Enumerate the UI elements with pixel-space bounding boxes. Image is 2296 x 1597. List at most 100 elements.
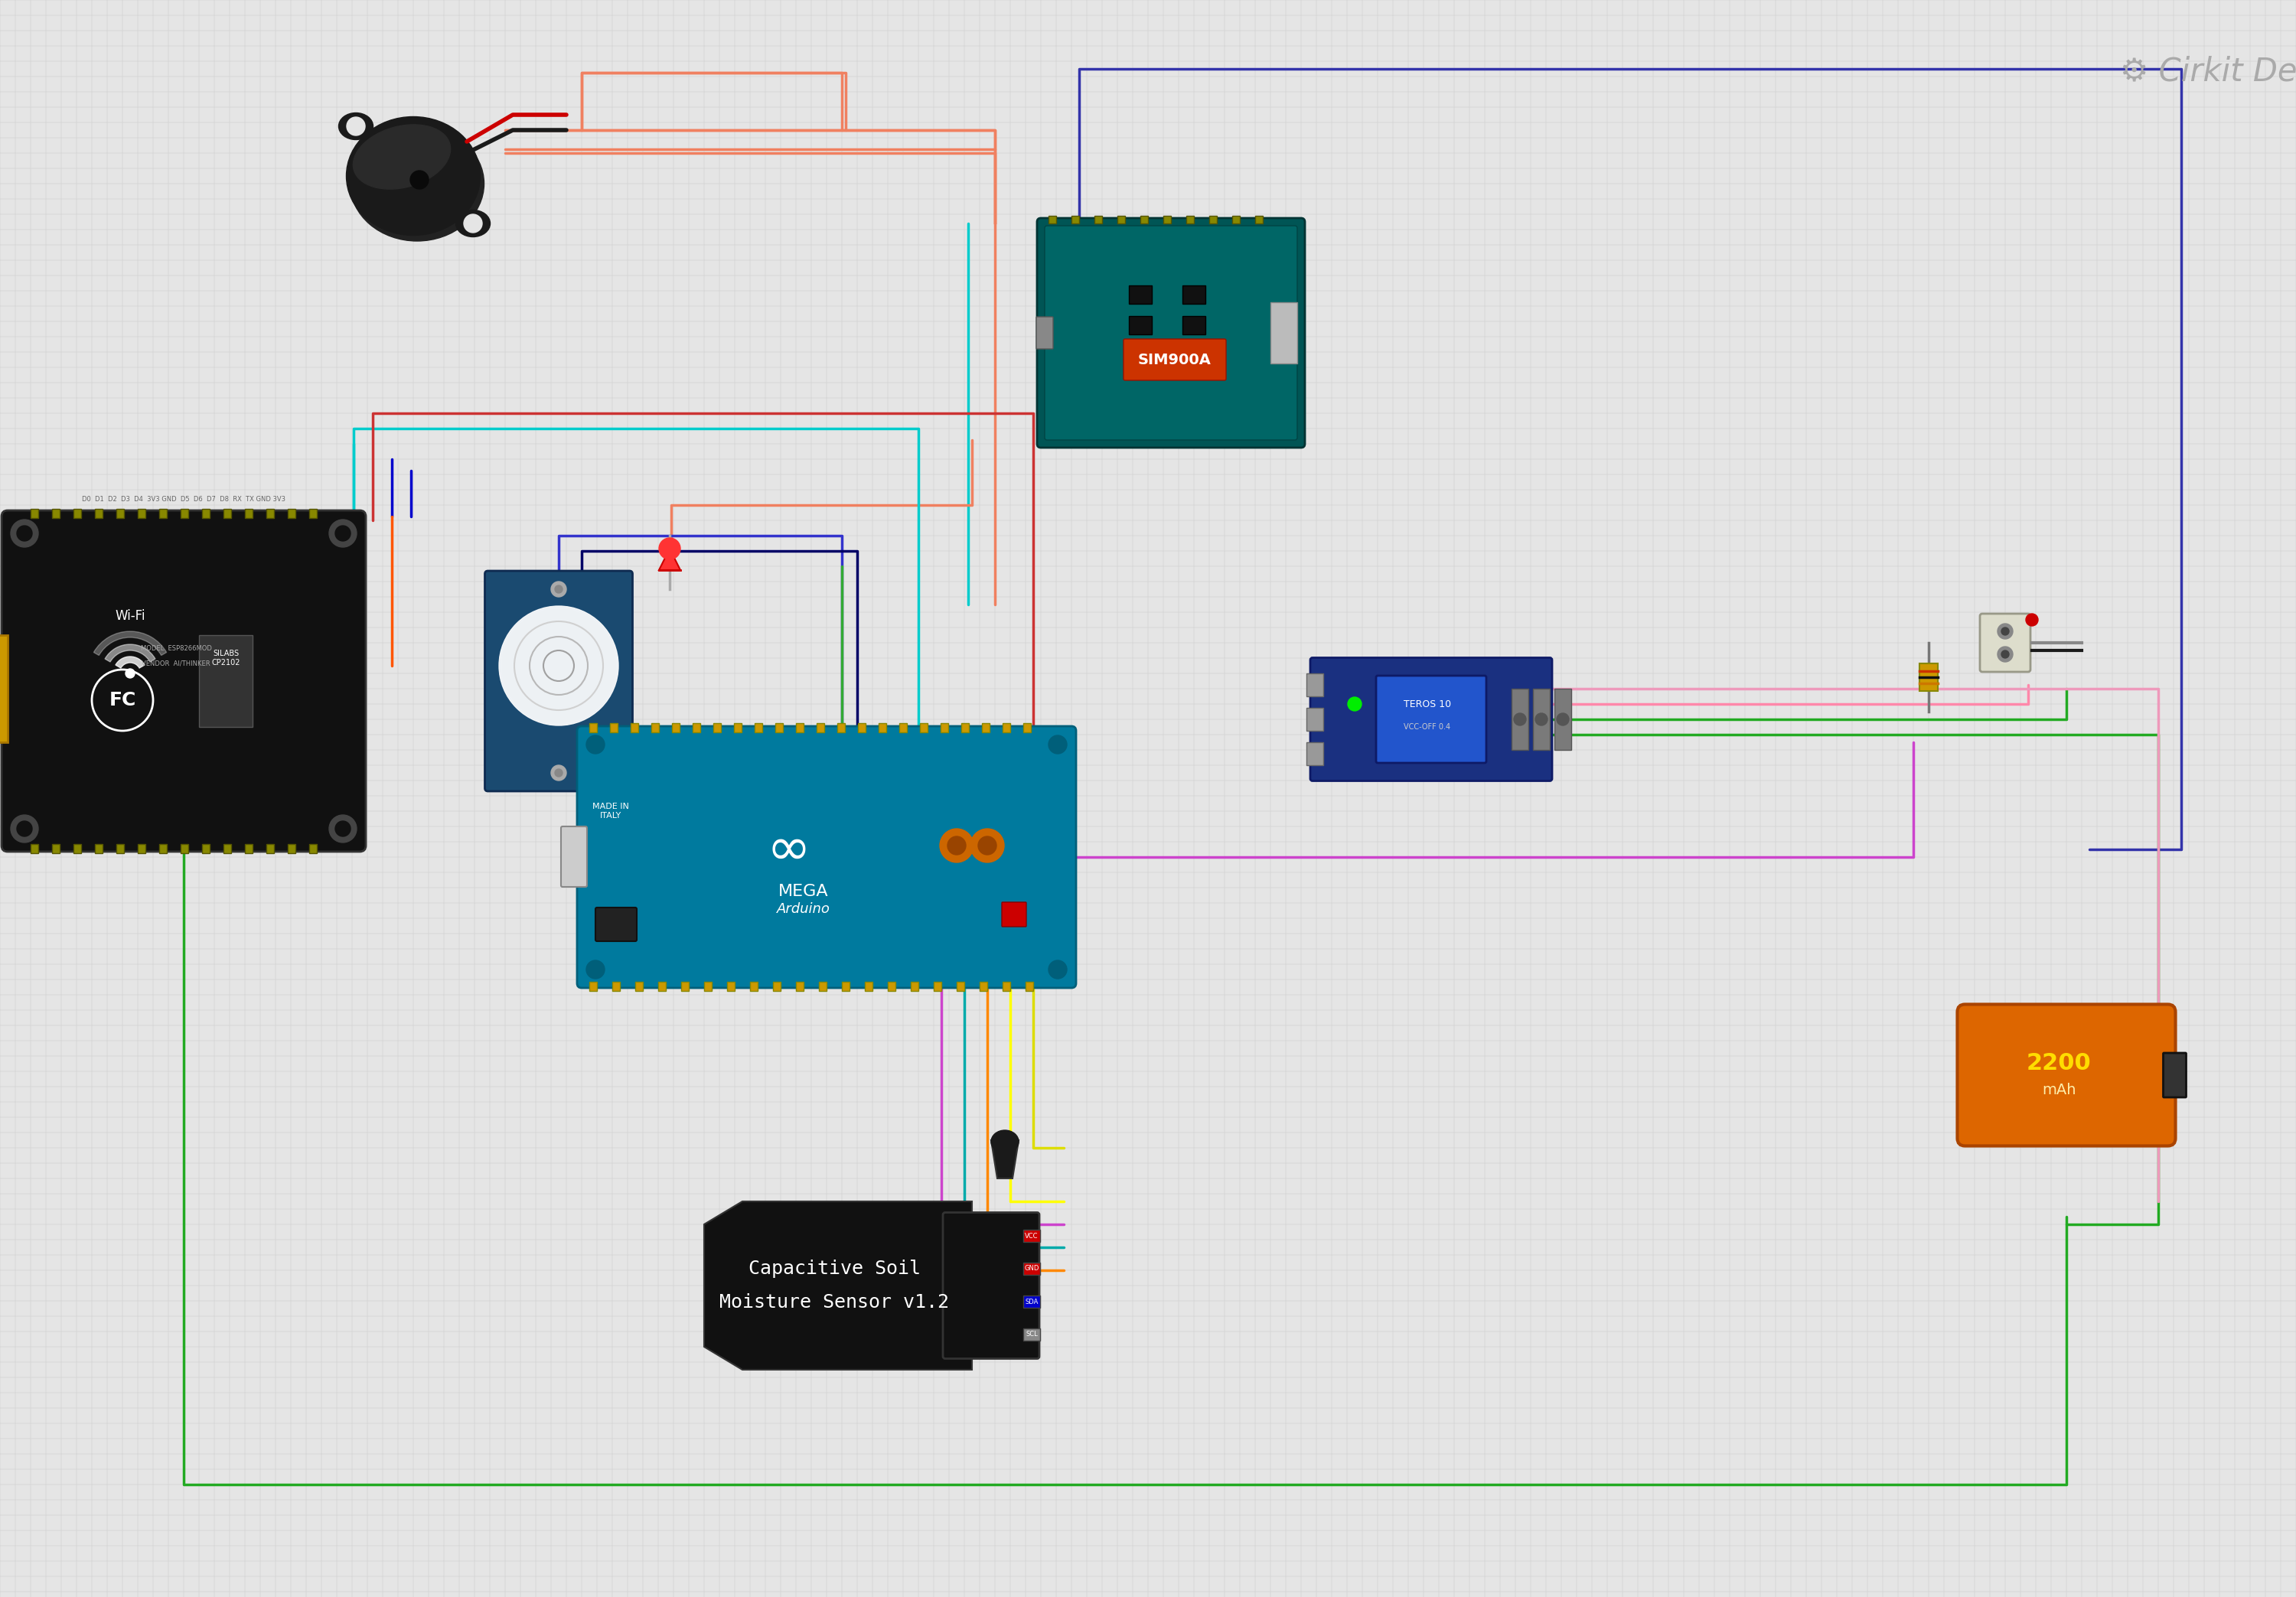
- Text: VCC: VCC: [1024, 1233, 1038, 1239]
- Circle shape: [551, 581, 567, 597]
- Ellipse shape: [347, 117, 480, 235]
- FancyBboxPatch shape: [921, 723, 928, 733]
- FancyBboxPatch shape: [53, 509, 60, 517]
- Circle shape: [328, 814, 356, 843]
- FancyBboxPatch shape: [1130, 316, 1153, 334]
- FancyBboxPatch shape: [652, 723, 659, 733]
- FancyBboxPatch shape: [1095, 216, 1102, 224]
- Polygon shape: [659, 549, 680, 570]
- Text: ⚙ Cirkit Designer: ⚙ Cirkit Designer: [2119, 56, 2296, 88]
- Wedge shape: [106, 644, 156, 661]
- FancyBboxPatch shape: [1130, 286, 1153, 303]
- FancyBboxPatch shape: [636, 982, 643, 992]
- FancyBboxPatch shape: [53, 845, 60, 853]
- Circle shape: [411, 171, 429, 188]
- FancyBboxPatch shape: [1534, 688, 1550, 751]
- FancyBboxPatch shape: [287, 509, 296, 517]
- FancyBboxPatch shape: [941, 723, 948, 733]
- FancyBboxPatch shape: [30, 509, 39, 517]
- Circle shape: [11, 814, 39, 843]
- FancyBboxPatch shape: [484, 570, 631, 791]
- Wedge shape: [115, 656, 145, 668]
- FancyBboxPatch shape: [983, 723, 990, 733]
- FancyBboxPatch shape: [659, 982, 666, 992]
- Text: TEROS 10: TEROS 10: [1403, 699, 1451, 709]
- Polygon shape: [705, 1201, 971, 1370]
- Ellipse shape: [340, 113, 372, 139]
- FancyBboxPatch shape: [774, 982, 781, 992]
- FancyBboxPatch shape: [682, 982, 689, 992]
- FancyBboxPatch shape: [1024, 1329, 1040, 1340]
- Circle shape: [498, 605, 618, 725]
- FancyBboxPatch shape: [1311, 658, 1552, 781]
- Text: SILABS
CP2102: SILABS CP2102: [211, 650, 241, 666]
- FancyBboxPatch shape: [560, 826, 588, 886]
- FancyBboxPatch shape: [797, 723, 804, 733]
- FancyBboxPatch shape: [590, 723, 597, 733]
- Text: VENDOR  AI/THINKER: VENDOR AI/THINKER: [142, 661, 211, 668]
- Text: Capacitive Soil: Capacitive Soil: [748, 1260, 921, 1278]
- FancyBboxPatch shape: [1306, 743, 1322, 765]
- FancyBboxPatch shape: [117, 509, 124, 517]
- FancyBboxPatch shape: [266, 509, 273, 517]
- FancyBboxPatch shape: [202, 509, 209, 517]
- FancyBboxPatch shape: [73, 509, 80, 517]
- Circle shape: [464, 214, 482, 233]
- Circle shape: [939, 829, 974, 862]
- Circle shape: [501, 607, 618, 723]
- FancyBboxPatch shape: [728, 982, 735, 992]
- FancyBboxPatch shape: [246, 509, 253, 517]
- FancyBboxPatch shape: [693, 723, 700, 733]
- Polygon shape: [0, 636, 7, 743]
- Circle shape: [347, 117, 365, 136]
- FancyBboxPatch shape: [1141, 216, 1148, 224]
- FancyBboxPatch shape: [900, 723, 907, 733]
- Text: mAh: mAh: [2041, 1083, 2076, 1097]
- FancyBboxPatch shape: [879, 723, 886, 733]
- FancyBboxPatch shape: [751, 982, 758, 992]
- FancyBboxPatch shape: [705, 982, 712, 992]
- Text: D0  D1  D2  D3  D4  3V3 GND  D5  D6  D7  D8  RX  TX GND 3V3: D0 D1 D2 D3 D4 3V3 GND D5 D6 D7 D8 RX TX…: [83, 495, 285, 503]
- Circle shape: [1348, 698, 1362, 711]
- FancyBboxPatch shape: [1038, 219, 1304, 447]
- Text: SDA: SDA: [1024, 1298, 1038, 1305]
- FancyBboxPatch shape: [631, 723, 638, 733]
- FancyBboxPatch shape: [202, 845, 209, 853]
- Ellipse shape: [992, 1131, 1019, 1153]
- Circle shape: [328, 519, 356, 548]
- FancyBboxPatch shape: [246, 845, 253, 853]
- Circle shape: [1998, 647, 2014, 661]
- FancyBboxPatch shape: [310, 509, 317, 517]
- FancyBboxPatch shape: [94, 509, 103, 517]
- FancyBboxPatch shape: [1024, 1295, 1040, 1308]
- FancyBboxPatch shape: [158, 845, 168, 853]
- FancyBboxPatch shape: [30, 845, 39, 853]
- FancyBboxPatch shape: [590, 982, 597, 992]
- FancyBboxPatch shape: [934, 982, 941, 992]
- FancyBboxPatch shape: [1919, 663, 1938, 692]
- FancyBboxPatch shape: [1035, 316, 1054, 348]
- Circle shape: [948, 837, 967, 854]
- FancyBboxPatch shape: [1049, 216, 1056, 224]
- FancyBboxPatch shape: [94, 845, 103, 853]
- FancyBboxPatch shape: [1233, 216, 1240, 224]
- FancyBboxPatch shape: [755, 723, 762, 733]
- FancyBboxPatch shape: [962, 723, 969, 733]
- FancyBboxPatch shape: [1003, 723, 1010, 733]
- FancyBboxPatch shape: [889, 982, 895, 992]
- FancyBboxPatch shape: [613, 982, 620, 992]
- Circle shape: [978, 837, 996, 854]
- FancyBboxPatch shape: [1072, 216, 1079, 224]
- Circle shape: [2002, 650, 2009, 658]
- Text: GND: GND: [1024, 1265, 1040, 1273]
- FancyBboxPatch shape: [980, 982, 987, 992]
- Ellipse shape: [349, 126, 484, 241]
- Text: Moisture Sensor v1.2: Moisture Sensor v1.2: [719, 1294, 948, 1311]
- Polygon shape: [992, 1140, 1019, 1179]
- FancyBboxPatch shape: [595, 907, 636, 941]
- FancyBboxPatch shape: [2163, 1052, 2186, 1097]
- Circle shape: [556, 586, 563, 592]
- FancyBboxPatch shape: [859, 723, 866, 733]
- FancyBboxPatch shape: [1256, 216, 1263, 224]
- Text: Arduino: Arduino: [776, 902, 831, 917]
